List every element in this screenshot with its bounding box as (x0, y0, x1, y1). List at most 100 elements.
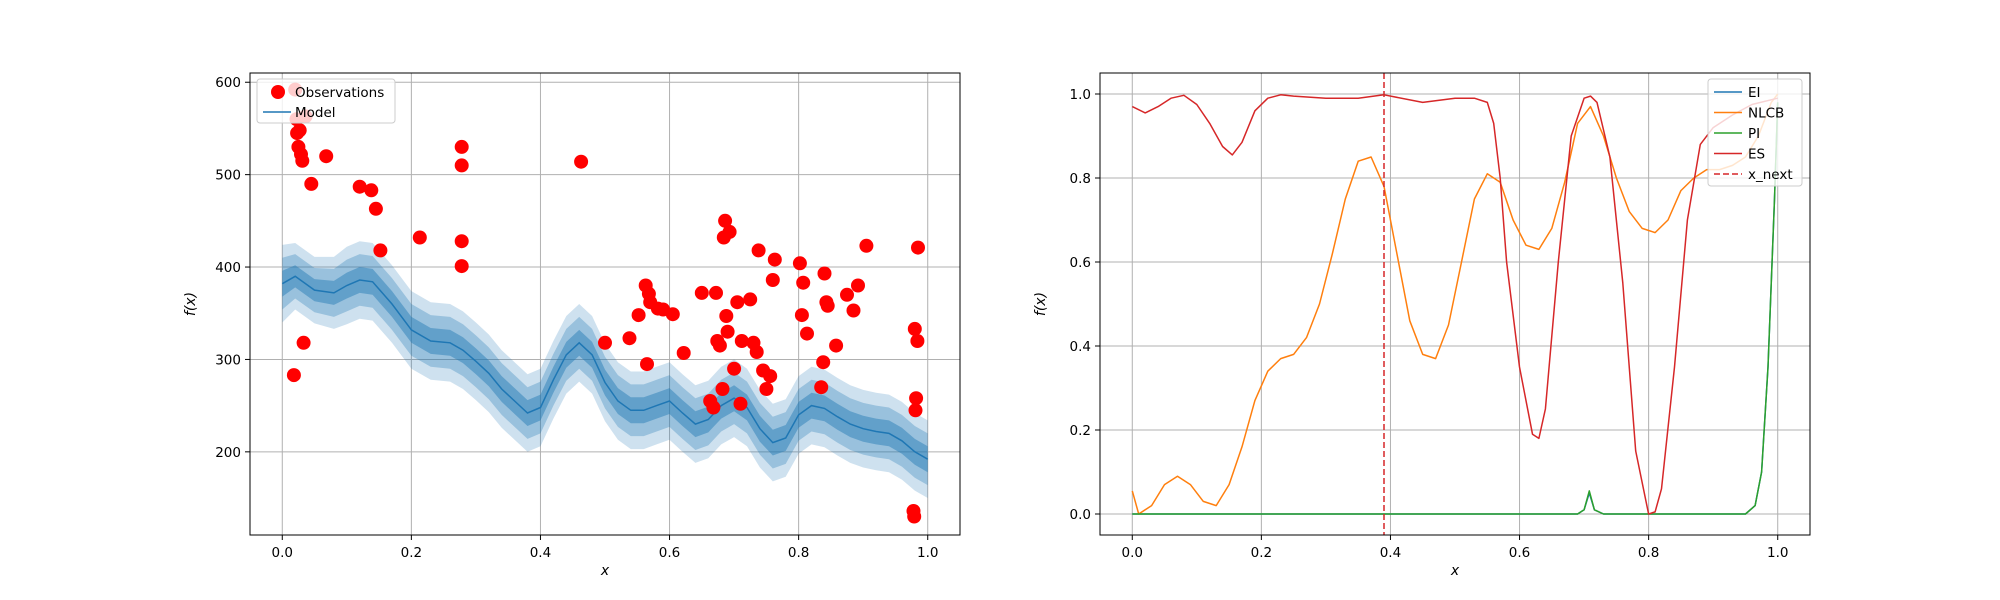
observation-point (763, 369, 778, 384)
observation-point (598, 335, 612, 350)
observation-point (709, 285, 723, 300)
legend-items: EI NLCB PI ES x_next (1714, 85, 1793, 183)
legend: EI NLCB PI ES x_next (1707, 78, 1803, 187)
x-tick-label: 1.0 (917, 545, 938, 561)
x-tick-label: 1.0 (1767, 545, 1788, 561)
series-line-es (1131, 94, 1778, 515)
observation-point (794, 308, 809, 323)
axes-border (249, 72, 961, 536)
legend-label-es: ES (1748, 147, 1765, 163)
series-line-nlcb (1131, 93, 1779, 515)
y-tick-label: 1.0 (1070, 87, 1091, 103)
observation-point (319, 149, 334, 164)
observation-point (665, 307, 680, 322)
observation-point (722, 224, 737, 239)
observation-point (706, 400, 721, 415)
observation-point (765, 273, 780, 287)
observation-point (631, 308, 646, 323)
y-tick-label: 0.2 (1070, 423, 1091, 439)
observation-point (718, 213, 733, 228)
observation-point (412, 230, 427, 245)
x-tick-label: 0.8 (1638, 545, 1659, 561)
observation-point (720, 324, 735, 339)
observation-point (454, 158, 469, 173)
observation-point (712, 338, 727, 353)
x-axis-label: x (1450, 563, 1460, 579)
observation-point (820, 298, 835, 313)
observation-point (373, 243, 388, 258)
axis-ticks: 0.0 0.2 0.4 0.6 0.8 1.0 0.0 0.2 0.4 0.6 0.8 1.0 (1070, 87, 1789, 561)
observation-point (454, 139, 469, 154)
acquisition-lines (1131, 93, 1779, 515)
legend-box (1707, 78, 1803, 187)
acquisition-subplot: 0.0 0.2 0.4 0.6 0.8 1.0 0.0 0.2 0.4 0.6 0.8 1.0 x f… (1033, 72, 1811, 579)
x-tick-label: 0.4 (1380, 545, 1401, 561)
x-tick-label: 0.2 (1251, 545, 1272, 561)
legend-label-nlcb: NLCB (1748, 106, 1784, 122)
observation-point (911, 240, 925, 255)
model-subplot: 0.0 0.2 0.4 0.6 0.8 1.0 200 300 400 500 600 x f(x)… (183, 72, 961, 579)
model-mean-line (281, 275, 929, 460)
legend-model-label: Model (295, 105, 336, 121)
observation-point (907, 321, 922, 336)
observation-point (859, 238, 874, 253)
observation-point (908, 403, 923, 418)
observation-point (292, 123, 307, 138)
plot-area (1100, 73, 1810, 535)
y-tick-label: 0.0 (1070, 507, 1091, 523)
observation-point (727, 361, 742, 376)
observation-point (304, 176, 319, 191)
observation-point (909, 391, 924, 406)
y-tick-label: 500 (215, 168, 241, 184)
y-tick-label: 400 (215, 260, 241, 276)
confidence-band-3sigma (282, 241, 928, 498)
y-tick-label: 0.6 (1070, 255, 1091, 271)
axis-ticks: 0.0 0.2 0.4 0.6 0.8 1.0 200 300 400 500 600 (215, 75, 938, 561)
confidence-band-2sigma (282, 254, 928, 486)
observation-point (719, 309, 734, 323)
observation-point (352, 179, 367, 194)
x-axis-label: x (600, 563, 610, 579)
y-tick-label: 300 (215, 352, 241, 368)
observation-point (846, 303, 861, 318)
y-tick-label: 200 (215, 445, 241, 461)
x-tick-label: 0.6 (659, 545, 680, 561)
axes-border (1099, 72, 1811, 536)
x-tick-label: 0.0 (272, 545, 293, 561)
observation-point (759, 382, 774, 396)
observation-point (364, 183, 379, 198)
legend-label-ei: EI (1748, 85, 1761, 101)
observation-point (296, 335, 311, 350)
observation-point (829, 338, 844, 353)
observation-point (733, 396, 748, 411)
observation-point (454, 259, 469, 274)
observation-point (368, 201, 383, 216)
observation-point (574, 154, 589, 169)
observation-point (743, 292, 758, 307)
observation-point (749, 345, 764, 359)
y-tick-label: 0.4 (1070, 339, 1091, 355)
observation-point (817, 266, 832, 281)
x-tick-label: 0.0 (1122, 545, 1143, 561)
observation-point (816, 355, 831, 370)
observation-point (734, 334, 749, 348)
plot-area (250, 73, 960, 535)
observation-point (730, 295, 745, 310)
legend-observations-marker (271, 85, 285, 99)
observation-point (910, 334, 925, 348)
observation-point (676, 346, 691, 360)
legend-label-x-next: x_next (1748, 167, 1793, 183)
y-axis-label: f(x) (1033, 292, 1049, 316)
observation-point (840, 287, 854, 302)
observation-point (751, 243, 766, 258)
legend: Observations Model (256, 78, 396, 124)
observation-points (286, 82, 925, 524)
legend-observations-label: Observations (295, 85, 384, 101)
observation-point (694, 285, 709, 300)
observation-point (640, 357, 654, 372)
observation-point (622, 331, 637, 346)
observation-point (907, 509, 922, 524)
series-line-pi (1132, 102, 1779, 515)
observation-point (814, 380, 829, 395)
